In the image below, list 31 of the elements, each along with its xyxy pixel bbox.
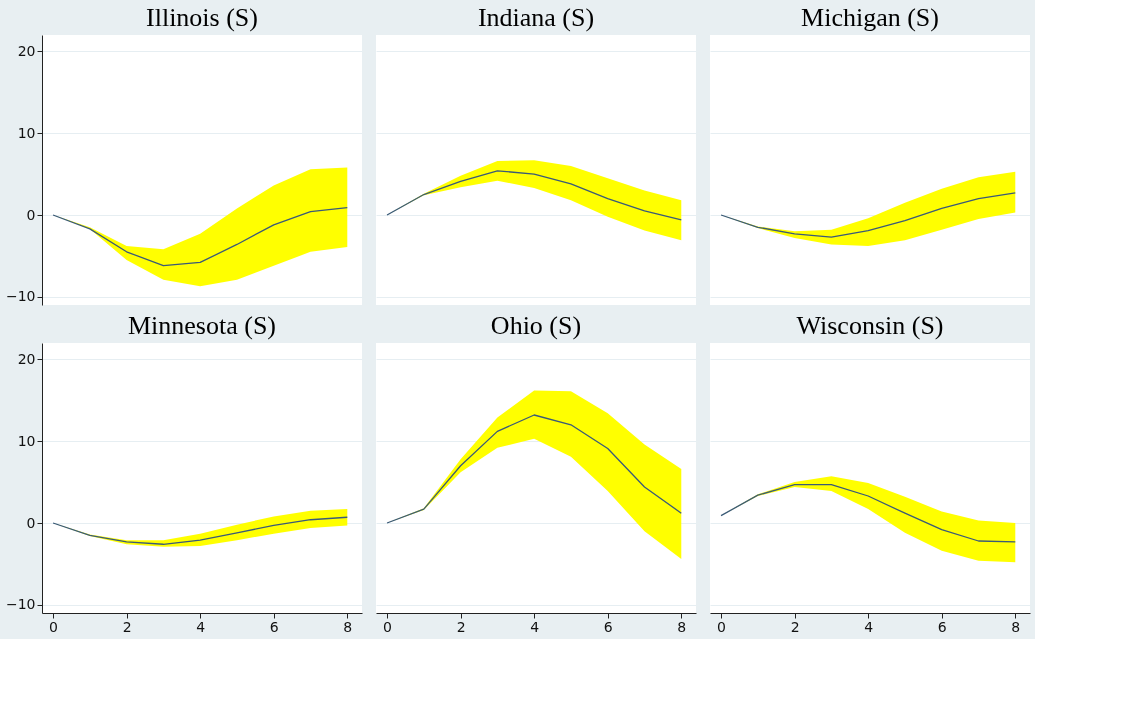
x-tick-label: 4 — [196, 618, 206, 635]
x-tick-label: 2 — [122, 618, 132, 635]
chart-title: Indiana (S) — [477, 3, 595, 32]
x-tick-label: 8 — [677, 618, 687, 635]
y-tick-label: 0 — [26, 514, 36, 531]
y-tick-label: 10 — [17, 124, 36, 141]
y-tick-label: 10 — [17, 432, 36, 449]
x-tick-label: 2 — [790, 618, 800, 635]
x-tick-label: 6 — [937, 618, 947, 635]
x-tick-label: 6 — [603, 618, 613, 635]
chart-title: Illinois (S) — [146, 3, 258, 32]
chart-title: Wisconsin (S) — [796, 311, 944, 340]
x-tick-label: 8 — [1011, 618, 1021, 635]
x-tick-label: 6 — [269, 618, 279, 635]
y-tick-label: 0 — [26, 206, 36, 223]
x-tick-label: 0 — [717, 618, 726, 635]
x-tick-label: 4 — [864, 618, 874, 635]
x-tick-label: 2 — [456, 618, 466, 635]
x-tick-label: 0 — [49, 618, 58, 635]
y-tick-label: −10 — [5, 596, 36, 613]
x-tick-label: 4 — [530, 618, 540, 635]
y-tick-label: 20 — [17, 350, 36, 367]
line-series — [52, 206, 348, 267]
y-tick-label: 20 — [17, 42, 36, 59]
x-tick-label: 8 — [343, 618, 353, 635]
chart-title: Ohio (S) — [490, 311, 582, 340]
chart-title: Minnesota (S) — [127, 311, 277, 340]
y-tick-label: −10 — [5, 288, 36, 305]
line-series — [52, 516, 348, 545]
x-tick-label: 0 — [383, 618, 392, 635]
chart-title: Michigan (S) — [801, 3, 939, 32]
